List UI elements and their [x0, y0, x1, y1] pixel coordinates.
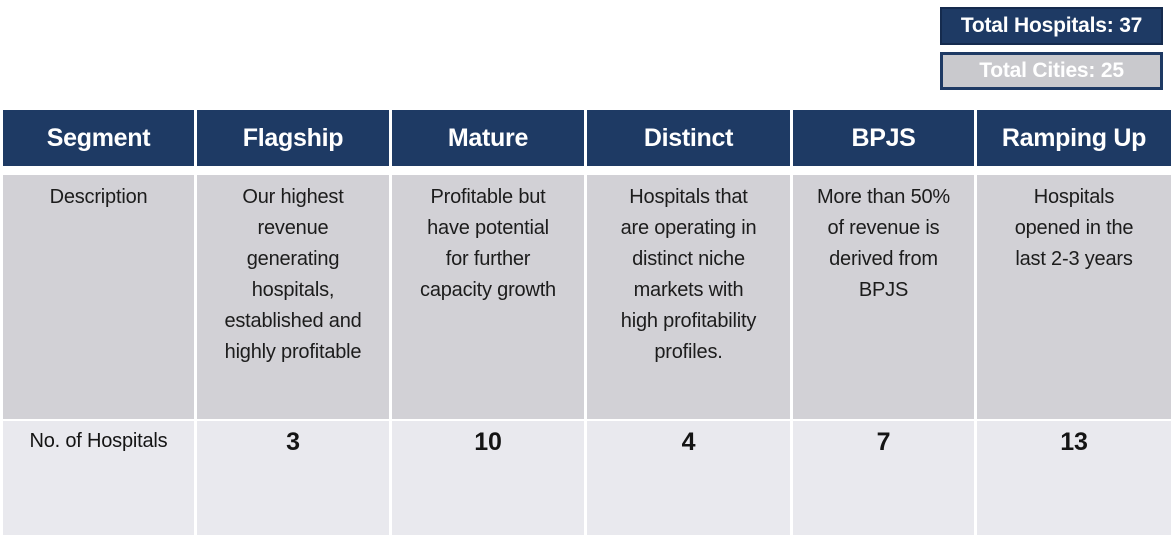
description-row-label: Description	[3, 175, 194, 419]
header-cell-segment: Segment	[3, 110, 194, 166]
header-cell-bpjs: BPJS	[793, 110, 974, 166]
description-cell-bpjs: More than 50% of revenue is derived from…	[793, 175, 974, 419]
hospitals-count-row-label: No. of Hospitals	[3, 421, 194, 535]
count-cell-ramping-up: 13	[977, 421, 1171, 535]
header-cell-distinct: Distinct	[587, 110, 790, 166]
header-row: Segment Flagship Mature Distinct BPJS Ra…	[3, 110, 1171, 166]
count-cell-mature: 10	[392, 421, 584, 535]
count-cell-flagship: 3	[197, 421, 389, 535]
count-cell-bpjs: 7	[793, 421, 974, 535]
header-cell-ramping-up: Ramping Up	[977, 110, 1171, 166]
count-cell-distinct: 4	[587, 421, 790, 535]
total-cities-badge: Total Cities: 25	[940, 52, 1163, 90]
description-row: Description Our highest revenue generati…	[3, 175, 1171, 419]
description-cell-mature: Profitable but have potential for furthe…	[392, 175, 584, 419]
segments-table: Segment Flagship Mature Distinct BPJS Ra…	[3, 110, 1171, 536]
header-cell-flagship: Flagship	[197, 110, 389, 166]
total-hospitals-badge: Total Hospitals: 37	[940, 7, 1163, 45]
hospitals-count-row: No. of Hospitals 3 10 4 7 13	[3, 421, 1171, 535]
description-cell-distinct: Hospitals that are operating in distinct…	[587, 175, 790, 419]
header-cell-mature: Mature	[392, 110, 584, 166]
summary-badges: Total Hospitals: 37 Total Cities: 25	[940, 7, 1163, 90]
description-cell-flagship: Our highest revenue generating hospitals…	[197, 175, 389, 419]
description-cell-ramping-up: Hospitals opened in the last 2-3 years	[977, 175, 1171, 419]
